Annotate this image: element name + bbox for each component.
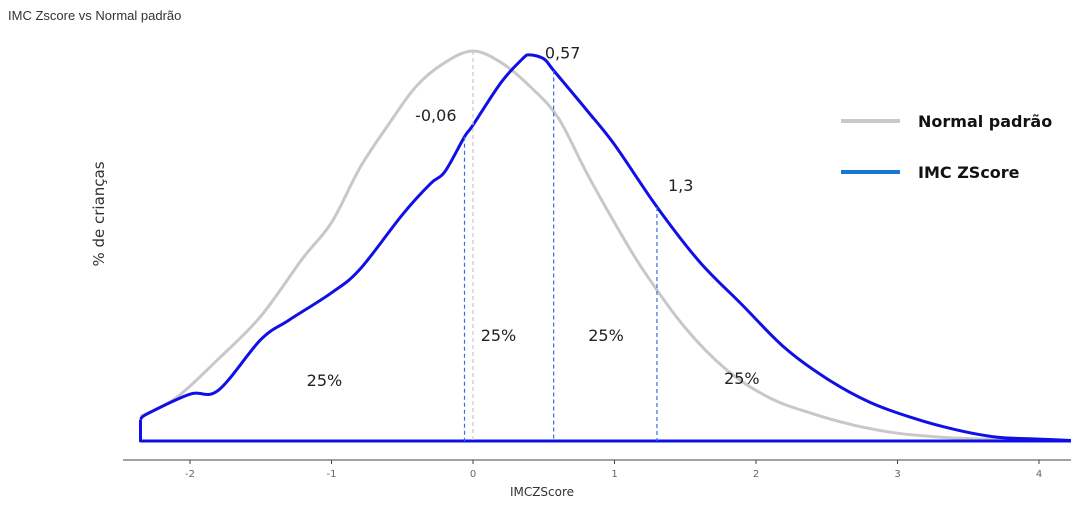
labels-layer: -0,06 0,57 1,3 25% 25% 25% 25% % de crianças: [90, 44, 760, 391]
area-label-2: 25%: [588, 326, 624, 345]
x-axis-label: IMCZScore: [510, 485, 574, 499]
x-tick-label-3: 1: [611, 469, 617, 480]
x-tick-label-5: 3: [894, 469, 900, 480]
quartile-label-0: -0,06: [415, 106, 456, 125]
legend-label-0: Normal padrão: [918, 112, 1052, 131]
legend-label-1: IMC ZScore: [918, 163, 1020, 182]
area-label-0: 25%: [307, 371, 343, 390]
x-tick-label-0: -2: [185, 469, 195, 480]
chart-title: IMC Zscore vs Normal padrão: [8, 8, 181, 23]
x-tick-label-1: -1: [327, 469, 337, 480]
x-tick-label-2: 0: [470, 469, 476, 480]
x-tick-label-6: 4: [1036, 469, 1042, 480]
area-label-3: 25%: [724, 369, 760, 388]
x-axis: -2 -1 0 1 2 3 4 IMCZScore: [123, 460, 1071, 499]
y-axis-label: % de crianças: [90, 161, 108, 266]
quartile-label-2: 1,3: [668, 176, 693, 195]
area-label-1: 25%: [481, 326, 517, 345]
series-normal-padrao-line: [141, 51, 1071, 441]
x-tick-label-4: 2: [753, 469, 759, 480]
quartile-label-1: 0,57: [545, 44, 581, 63]
series-layer: [141, 51, 1071, 441]
legend: Normal padrão IMC ZScore: [841, 112, 1052, 182]
